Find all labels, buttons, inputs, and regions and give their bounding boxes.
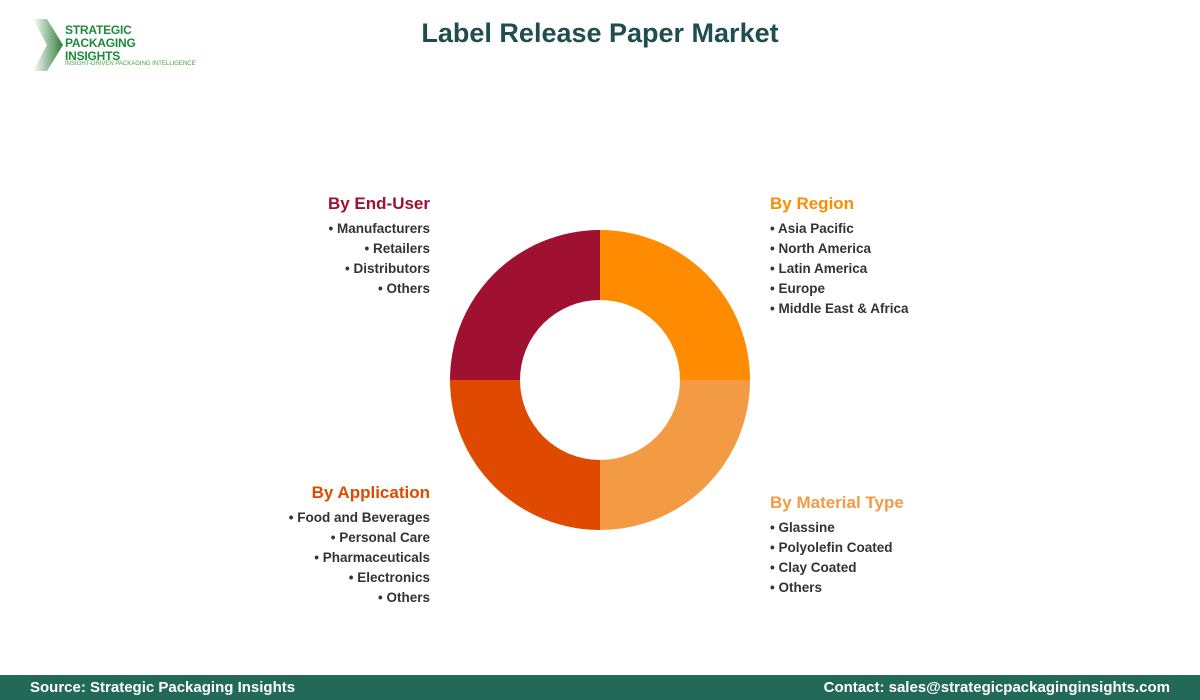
list-item: Europe: [770, 279, 1070, 299]
contact-link[interactable]: Contact: sales@strategicpackaginginsight…: [823, 679, 1170, 696]
logo-chevron-icon: [33, 19, 63, 71]
list-item: Latin America: [770, 259, 1070, 279]
heading-region: By Region: [770, 194, 855, 213]
heading-end-user: By End-User: [327, 194, 430, 213]
footer: Source: Strategic Packaging Insights Con…: [0, 675, 1200, 700]
list-item: Pharmaceuticals: [130, 548, 430, 568]
list-item: Others: [130, 279, 430, 299]
list-item: Food and Beverages: [130, 508, 430, 528]
heading-material: By Material Type: [770, 493, 904, 512]
group-end-user: By End-User Manufacturers Retailers Dist…: [130, 193, 430, 299]
list-item: Electronics: [130, 568, 430, 588]
group-application: By Application Food and Beverages Person…: [130, 482, 430, 608]
list-item: Glassine: [770, 518, 1070, 538]
list-item: Clay Coated: [770, 558, 1070, 578]
list-item: North America: [770, 239, 1070, 259]
segment-material: [600, 380, 750, 530]
logo-tagline: INSIGHT-DRIVEN PACKAGING INTELLIGENCE: [65, 61, 196, 67]
list-item: Distributors: [130, 259, 430, 279]
segment-region: [600, 230, 750, 380]
list-item: Asia Pacific: [770, 219, 1070, 239]
heading-application: By Application: [311, 483, 430, 502]
list-item: Personal Care: [130, 528, 430, 548]
segment-application: [450, 380, 600, 530]
list-item: Middle East & Africa: [770, 299, 1070, 319]
list-item: Others: [770, 578, 1070, 598]
group-region: By Region Asia Pacific North America Lat…: [770, 193, 1070, 319]
page-title: Label Release Paper Market: [421, 18, 779, 48]
group-material: By Material Type Glassine Polyolefin Coa…: [770, 492, 1070, 598]
logo-line2: PACKAGING INSIGHTS: [65, 36, 136, 63]
segment-end-user: [450, 230, 600, 380]
source-text: Source: Strategic Packaging Insights: [30, 679, 296, 696]
list-item: Manufacturers: [130, 219, 430, 239]
list-item: Others: [130, 588, 430, 608]
logo: STRATEGIC PACKAGING INSIGHTS INSIGHT-DRIV…: [33, 19, 196, 71]
list-item: Retailers: [130, 239, 430, 259]
logo-line1: STRATEGIC: [65, 23, 132, 37]
list-item: Polyolefin Coated: [770, 538, 1070, 558]
